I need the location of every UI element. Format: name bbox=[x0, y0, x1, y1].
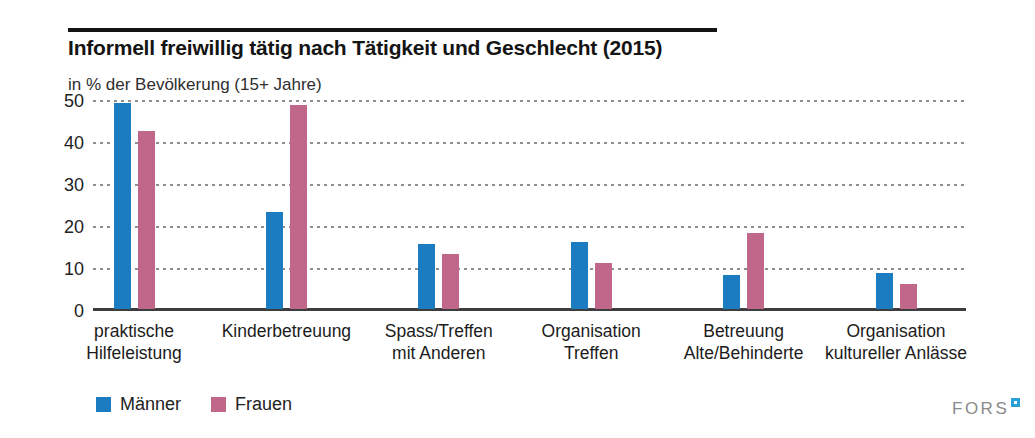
chart-title: Informell freiwillig tätig nach Tätigkei… bbox=[68, 36, 662, 60]
plot-area bbox=[93, 101, 966, 311]
bar-maenner-0 bbox=[114, 103, 131, 309]
bar-maenner-5 bbox=[876, 273, 893, 309]
bar-frauen-1 bbox=[290, 105, 307, 309]
gridline-50 bbox=[93, 100, 966, 102]
chart-subtitle: in % der Bevölkerung (15+ Jahre) bbox=[68, 75, 322, 95]
gridline-30 bbox=[93, 184, 966, 186]
x-axis-line bbox=[93, 308, 966, 311]
bar-maenner-4 bbox=[723, 275, 740, 309]
title-rule bbox=[68, 28, 717, 32]
legend-item-1: Frauen bbox=[211, 394, 292, 415]
bar-maenner-1 bbox=[266, 212, 283, 309]
y-tick-20: 20 bbox=[42, 216, 84, 238]
chart-card: Informell freiwillig tätig nach Tätigkei… bbox=[0, 0, 1035, 438]
gridline-40 bbox=[93, 142, 966, 144]
bar-frauen-5 bbox=[900, 284, 917, 309]
bar-frauen-0 bbox=[138, 131, 155, 310]
fors-logo-mark-icon bbox=[1011, 398, 1020, 407]
legend: Männer Frauen bbox=[96, 394, 292, 415]
fors-logo-text: FORS bbox=[952, 399, 1009, 419]
legend-item-0: Männer bbox=[96, 394, 181, 415]
y-tick-40: 40 bbox=[42, 132, 84, 154]
x-label-5: Organisationkultureller Anlässe bbox=[806, 320, 986, 364]
y-tick-30: 30 bbox=[42, 174, 84, 196]
gridline-10 bbox=[93, 268, 966, 270]
y-tick-10: 10 bbox=[42, 258, 84, 280]
bar-frauen-3 bbox=[595, 263, 612, 309]
gridline-20 bbox=[93, 226, 966, 228]
legend-swatch-icon bbox=[211, 397, 226, 412]
bar-frauen-2 bbox=[442, 254, 459, 309]
legend-label: Frauen bbox=[235, 394, 292, 415]
legend-label: Männer bbox=[120, 394, 181, 415]
legend-swatch-icon bbox=[96, 397, 111, 412]
y-tick-50: 50 bbox=[42, 90, 84, 112]
fors-logo: FORS bbox=[952, 399, 1020, 419]
bar-maenner-3 bbox=[571, 242, 588, 309]
bar-maenner-2 bbox=[418, 244, 435, 309]
y-tick-0: 0 bbox=[42, 300, 84, 322]
bar-frauen-4 bbox=[747, 233, 764, 309]
